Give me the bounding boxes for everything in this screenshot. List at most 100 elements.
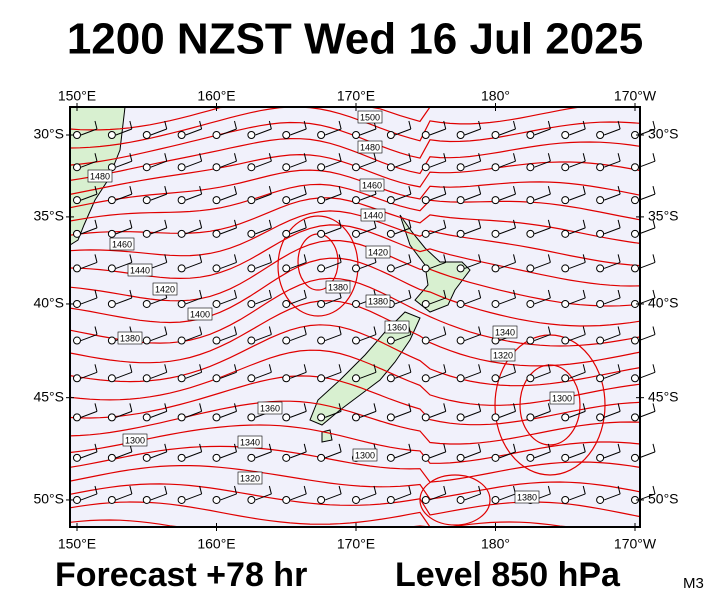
station [561,495,570,504]
barb-feather [268,443,272,452]
station [596,229,605,238]
station [282,131,291,139]
station [247,495,256,504]
barb-feather [652,443,656,452]
barb-feather [478,443,482,452]
station [596,196,605,205]
station [212,336,221,345]
barb-feather [408,289,412,299]
barb-shaft [569,410,586,418]
lon-tick-label: 170°W [614,88,657,104]
station [317,229,326,238]
station [386,374,395,383]
contour-label-box [122,433,148,447]
station [456,229,465,238]
barb-feather [338,364,342,373]
barb-shaft [185,261,202,269]
barb-shaft [255,297,272,305]
contour-label: 1360 [387,322,407,332]
barb-feather [513,443,516,452]
barb-shaft [220,451,237,459]
barb-shaft [394,160,412,168]
contour-label-box [514,490,540,504]
barb-feather [408,186,412,195]
barb-shaft [185,334,202,342]
lat-tick-label: 35°S [33,208,64,224]
barb-shaft [220,128,237,136]
barb-feather [164,326,168,335]
station [212,264,221,273]
barb-shaft [255,128,272,136]
barb-feather [129,403,133,412]
contour-label: 1460 [112,239,132,249]
barb-feather [338,153,342,162]
barb-feather [129,485,133,495]
barb-shaft [603,261,621,269]
barb-shaft [255,160,272,168]
station [596,163,605,172]
barb-feather [199,364,203,373]
station [317,453,326,462]
contour-label-box [365,245,391,259]
lon-tick-label: 150°E [58,88,96,104]
barb-shaft [115,493,133,501]
station [386,413,395,422]
station [282,299,291,308]
station [421,299,430,308]
station [142,413,151,422]
barb-feather [443,254,447,263]
contour-label-box [359,178,385,192]
barb-shaft [429,410,446,418]
barb-shaft [569,193,586,201]
barb-feather [199,326,203,335]
barb-feather [617,120,621,130]
contour-line [69,445,641,483]
station [491,196,500,205]
barb-shaft [569,451,586,459]
barb-feather [199,120,203,130]
barb-shaft [464,297,481,305]
station [73,336,81,345]
station [142,495,151,504]
barb-feather [268,254,272,263]
station [596,131,605,139]
station [73,264,81,273]
barb-shaft [185,128,202,136]
contour-label: 1440 [363,210,383,220]
contour-label-box [187,307,213,321]
barb-shaft [569,371,586,379]
station [421,413,430,422]
station [177,163,186,172]
barb-shaft [394,371,412,379]
barb-feather [164,403,168,412]
barb-shaft [150,128,167,136]
station [352,163,360,172]
lon-tick-label: 180° [481,536,510,552]
barb-feather [338,186,342,195]
station [421,264,430,273]
lat-tick-label: 30°S [33,126,64,142]
barb-shaft [290,493,307,501]
station [142,453,151,462]
contour-line [69,483,641,518]
contour-label: 1440 [130,265,150,275]
barb-feather [164,443,168,452]
contour-line [69,501,640,528]
barb-feather [234,364,237,373]
station [352,299,360,308]
barb-shaft [324,297,342,305]
barb-feather [443,364,447,373]
barb-shaft [220,371,237,379]
barb-feather [268,186,272,195]
station [561,196,570,205]
station [317,196,326,205]
barb-shaft [115,297,133,305]
barb-shaft [429,193,446,201]
lon-tick-label: 170°W [614,536,657,552]
station [212,495,221,504]
barb-shaft [359,128,377,136]
barb-shaft [115,261,133,269]
station [212,196,221,205]
station [631,374,639,383]
barb-feather [234,443,237,452]
